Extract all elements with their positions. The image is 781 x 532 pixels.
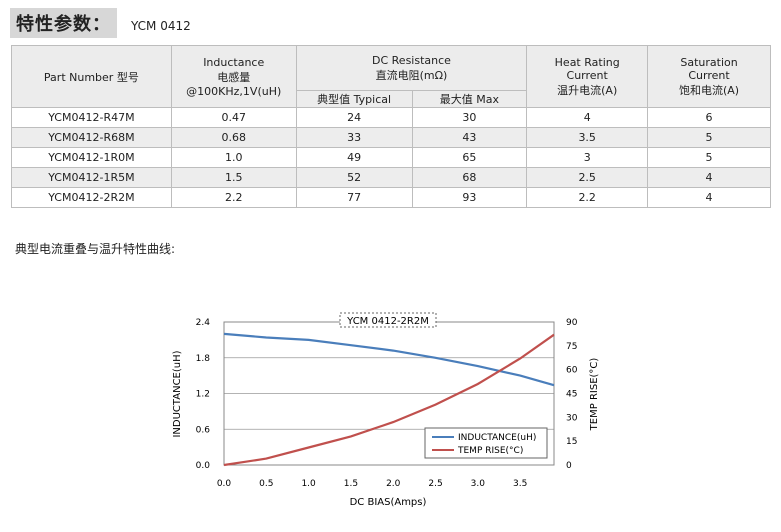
x-tick-label: 1.5 <box>344 479 358 489</box>
y-tick-label: 1.2 <box>196 390 210 400</box>
header-dcr-typical: 典型值 Typical <box>295 90 413 108</box>
cell-heat: 2.5 <box>526 167 649 188</box>
cell-dcr-max: 65 <box>411 147 528 168</box>
table-row: YCM0412-R68M 0.68 33 43 3.5 5 <box>11 127 771 148</box>
header-sat-line1: Saturation <box>680 55 738 69</box>
chart-series <box>223 332 555 467</box>
header-dcr-cn: 直流电阻(mΩ) <box>375 68 448 82</box>
section-title: 典型电流重叠与温升特性曲线: <box>15 242 176 256</box>
cell-sat: 4 <box>647 187 771 208</box>
table-row: YCM0412-R47M 0.47 24 30 4 6 <box>11 107 771 128</box>
cell-inductance: 0.47 <box>170 107 297 128</box>
x-tick-label: 1.0 <box>301 479 316 489</box>
y-tick-label: 2.4 <box>196 318 211 328</box>
y2-tick-label: 0 <box>566 461 572 471</box>
y2-axis-ticks: 0 15 30 45 60 75 90 <box>566 318 578 471</box>
legend-label-inductance: INDUCTANCE(uH) <box>458 433 536 443</box>
cell-part: YCM0412-R47M <box>11 107 172 128</box>
cell-dcr-typ: 49 <box>295 147 413 168</box>
cell-inductance: 2.2 <box>170 187 297 208</box>
cell-dcr-typ: 33 <box>295 127 413 148</box>
x-tick-label: 2.0 <box>386 479 401 489</box>
page-title: 特性参数： <box>10 8 117 38</box>
cell-inductance: 1.0 <box>170 147 297 168</box>
x-tick-label: 0.5 <box>259 479 273 489</box>
header-inductance: Inductance 电感量 @100KHz,1V(uH) <box>170 45 297 108</box>
y-tick-label: 0.0 <box>196 461 211 471</box>
header-heat-cn: 温升电流(A) <box>557 83 618 97</box>
x-tick-label: 3.0 <box>471 479 486 489</box>
cell-sat: 5 <box>647 127 771 148</box>
cell-dcr-max: 93 <box>411 187 528 208</box>
header-dcr: DC Resistance 直流电阻(mΩ) <box>295 45 528 91</box>
cell-sat: 5 <box>647 147 771 168</box>
cell-dcr-typ: 24 <box>295 107 413 128</box>
y2-tick-label: 90 <box>566 318 578 328</box>
cell-sat: 4 <box>647 167 771 188</box>
legend-box <box>424 427 548 459</box>
y2-tick-label: 60 <box>566 366 578 376</box>
header: 特性参数： YCM 0412 <box>10 8 191 38</box>
cell-dcr-max: 43 <box>411 127 528 148</box>
x-tick-label: 2.5 <box>428 479 442 489</box>
y-axis-label: INDUCTANCE(uH) <box>172 350 183 437</box>
cell-heat: 2.2 <box>526 187 649 208</box>
x-tick-label: 0.0 <box>217 479 232 489</box>
header-sat-cn: 饱和电流(A) <box>678 83 740 97</box>
cell-sat: 6 <box>647 107 771 128</box>
x-axis-label: DC BIAS(Amps) <box>350 497 427 508</box>
y-tick-label: 0.6 <box>196 425 211 435</box>
header-inductance-en: Inductance <box>203 55 265 69</box>
chart-title: YCM 0412-2R2M <box>346 316 429 327</box>
table-row: YCM0412-1R5M 1.5 52 68 2.5 4 <box>11 167 771 188</box>
header-heat: Heat Rating Current 温升电流(A) <box>526 45 649 108</box>
cell-part: YCM0412-R68M <box>11 127 172 148</box>
cell-inductance: 0.68 <box>170 127 297 148</box>
cell-dcr-typ: 52 <box>295 167 413 188</box>
header-part-number: Part Number 型号 <box>11 45 172 108</box>
cell-heat: 3.5 <box>526 127 649 148</box>
header-heat-line2: Current <box>566 68 608 82</box>
inductance-temp-chart: 0.0 0.6 1.2 1.8 2.4 0 15 30 45 60 75 90 0.0 0.5 1.0 1… <box>172 312 600 508</box>
model-label: YCM 0412 <box>131 19 191 33</box>
header-heat-line1: Heat Rating <box>554 55 620 69</box>
cell-part: YCM0412-1R0M <box>11 147 172 168</box>
header-inductance-cn: 电感量 <box>217 70 251 84</box>
y2-tick-label: 45 <box>566 390 577 400</box>
spec-table: Part Number 型号 Inductance 电感量 @100KHz,1V… <box>11 45 771 208</box>
y-tick-label: 1.8 <box>196 354 211 364</box>
series-line-temp-rise <box>223 333 555 467</box>
cell-dcr-max: 68 <box>411 167 528 188</box>
y2-axis-label: TEMP RISE(°C) <box>589 358 600 432</box>
header-saturation: Saturation Current 饱和电流(A) <box>647 45 771 108</box>
cell-dcr-typ: 77 <box>295 187 413 208</box>
y2-tick-label: 15 <box>566 437 577 447</box>
header-inductance-cond: @100KHz,1V(uH) <box>186 84 282 98</box>
legend-label-temp: TEMP RISE(°C) <box>457 446 523 456</box>
cell-part: YCM0412-2R2M <box>11 187 172 208</box>
header-dcr-en: DC Resistance <box>372 53 451 67</box>
cell-inductance: 1.5 <box>170 167 297 188</box>
chart-legend: INDUCTANCE(uH) TEMP RISE(°C) <box>424 427 548 459</box>
x-tick-label: 3.5 <box>513 479 527 489</box>
y-axis-ticks: 0.0 0.6 1.2 1.8 2.4 <box>196 318 211 471</box>
y2-tick-label: 75 <box>566 342 577 352</box>
table-row: YCM0412-1R0M 1.0 49 65 3 5 <box>11 147 771 168</box>
cell-heat: 4 <box>526 107 649 128</box>
x-axis-ticks: 0.0 0.5 1.0 1.5 2.0 2.5 3.0 3.5 <box>217 479 527 489</box>
cell-dcr-max: 30 <box>411 107 528 128</box>
table-row: YCM0412-2R2M 2.2 77 93 2.2 4 <box>11 187 771 208</box>
header-sat-line2: Current <box>688 68 730 82</box>
y2-tick-label: 30 <box>566 413 578 423</box>
cell-part: YCM0412-1R5M <box>11 167 172 188</box>
chart-title-box <box>339 312 437 328</box>
header-dcr-max: 最大值 Max <box>411 90 528 108</box>
series-line-inductance <box>223 332 555 387</box>
cell-heat: 3 <box>526 147 649 168</box>
